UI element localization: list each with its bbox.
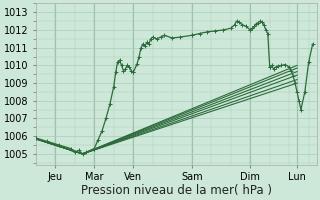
X-axis label: Pression niveau de la mer( hPa ): Pression niveau de la mer( hPa ) bbox=[81, 184, 272, 197]
